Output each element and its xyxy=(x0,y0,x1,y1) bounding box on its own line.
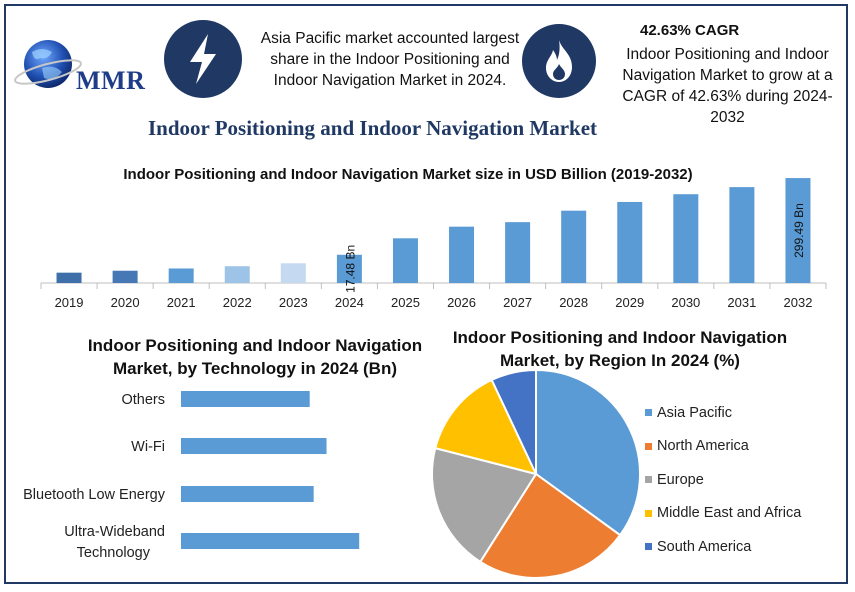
data-label-2024: 17.48 Bn xyxy=(343,245,357,293)
region-chart-title: Indoor Positioning and Indoor Navigation… xyxy=(452,328,788,370)
hbar-label-wi-fi: Wi-Fi xyxy=(131,439,165,455)
pie-slice-europe xyxy=(431,446,538,564)
legend-item: Europe xyxy=(645,463,801,497)
legend-swatch xyxy=(645,509,652,517)
hbar-label-bluetooth-low-energy: Bluetooth Low Energy xyxy=(23,487,166,503)
bar-2019 xyxy=(56,272,82,283)
bar-2030 xyxy=(673,194,699,283)
hbar-others xyxy=(181,391,310,407)
x-tick-label-2024: 2024 xyxy=(335,295,364,310)
legend-item: North America xyxy=(645,430,801,464)
pie-slice-middle-east-and-africa xyxy=(434,378,538,476)
x-tick-label-2028: 2028 xyxy=(559,295,588,310)
lightning-bolt-icon xyxy=(164,20,242,98)
data-label-2032: 299.49 Bn xyxy=(792,203,806,258)
hbar-ultra-wideband-technology xyxy=(181,533,360,549)
x-tick-label-2032: 2032 xyxy=(784,295,813,310)
bar-2020 xyxy=(112,270,138,283)
bar-2023 xyxy=(280,263,306,283)
hbar-wi-fi xyxy=(181,438,327,454)
bar-2024 xyxy=(336,254,362,283)
x-tick-label-2027: 2027 xyxy=(503,295,532,310)
legend-label: North America xyxy=(657,438,749,455)
legend-label: Europe xyxy=(657,471,704,488)
cagr-text: Indoor Positioning and Indoor Navigation… xyxy=(622,46,833,126)
hbar-label-others: Others xyxy=(121,392,165,408)
bar-2029 xyxy=(617,201,643,283)
bar-2026 xyxy=(449,226,475,283)
x-tick-label-2029: 2029 xyxy=(615,295,644,310)
x-tick-label-2020: 2020 xyxy=(111,295,140,310)
legend-label: Middle East and Africa xyxy=(657,505,802,522)
x-tick-label-2025: 2025 xyxy=(391,295,420,310)
x-tick-label-2021: 2021 xyxy=(167,295,196,310)
x-tick-label-2019: 2019 xyxy=(55,295,84,310)
hbar-label-line2: Technology xyxy=(77,545,151,561)
x-tick-label-2031: 2031 xyxy=(727,295,756,310)
region-legend: Asia Pacific North America Europe Middle Ea… xyxy=(645,396,801,564)
bar-2031 xyxy=(729,187,755,283)
x-tick-label-2022: 2022 xyxy=(223,295,252,310)
x-tick-label-2026: 2026 xyxy=(447,295,476,310)
bar-2021 xyxy=(168,268,194,283)
hbar-label-line1: Ultra-Wideband xyxy=(64,524,165,540)
legend-swatch xyxy=(645,409,652,417)
x-tick-label-2023: 2023 xyxy=(279,295,308,310)
hbar-bluetooth-low-energy xyxy=(181,486,314,502)
legend-item: Asia Pacific xyxy=(645,396,801,430)
bar-2022 xyxy=(224,266,250,283)
page-title: Indoor Positioning and Indoor Navigation… xyxy=(147,116,598,140)
legend-label: Asia Pacific xyxy=(657,404,732,421)
bar-2028 xyxy=(561,210,587,283)
bar-2027 xyxy=(505,222,531,283)
bar-2025 xyxy=(392,238,418,283)
legend-item: Middle East and Africa xyxy=(645,497,801,531)
legend-item: South America xyxy=(645,530,801,564)
flame-icon xyxy=(522,24,596,98)
pie-slice-south-america xyxy=(490,368,537,475)
legend-swatch xyxy=(645,543,652,551)
pie-slice-asia-pacific xyxy=(535,368,641,537)
logo-text: MMR xyxy=(76,66,146,95)
pie-slice-north-america xyxy=(478,472,622,579)
legend-label: South America xyxy=(657,538,752,555)
bar-2032 xyxy=(785,178,811,283)
legend-swatch xyxy=(645,476,652,484)
bar-chart-title: Indoor Positioning and Indoor Navigation… xyxy=(123,166,693,183)
legend-swatch xyxy=(645,442,652,450)
mmr-logo xyxy=(14,40,82,88)
x-tick-label-2030: 2030 xyxy=(671,295,700,310)
infographic-frame xyxy=(4,4,848,584)
technology-chart-title: Indoor Positioning and Indoor Navigation… xyxy=(87,336,423,378)
info-asia-pacific: Asia Pacific market accounted largest sh… xyxy=(260,30,520,89)
cagr-title: 42.63% CAGR xyxy=(640,22,740,39)
